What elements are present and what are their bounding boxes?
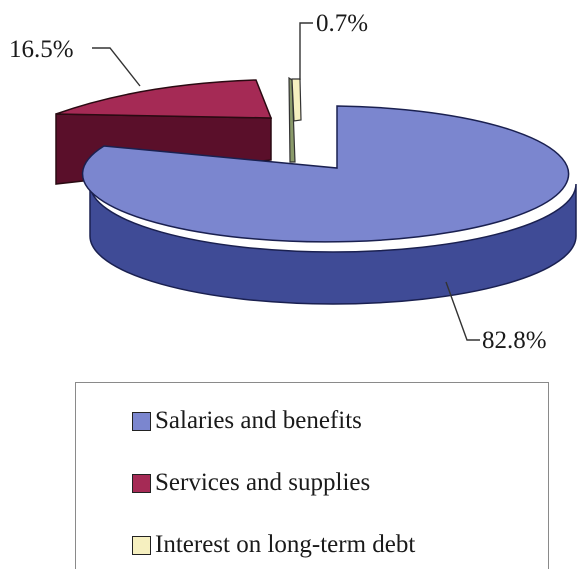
pie-slice-salaries-and-benefits <box>81 105 577 305</box>
data-label-services: 16.5% <box>9 36 74 63</box>
leader-line-interest <box>299 22 313 80</box>
leader-line-salaries <box>445 281 480 341</box>
slice-salaries-top <box>81 105 570 243</box>
pie-chart: 16.5% 0.7% 82.8% <box>9 10 577 354</box>
legend-swatch-interest <box>132 535 151 555</box>
legend-item-services: Services and supplies <box>132 469 370 497</box>
legend-label-salaries: Salaries and benefits <box>155 407 362 434</box>
slice-interest-top <box>291 78 302 122</box>
leader-line-services <box>92 47 141 87</box>
pie-slice-interest-on-long-term-debt <box>288 76 302 163</box>
chart-legend: Salaries and benefits Services and suppl… <box>75 382 549 569</box>
legend-label-services: Services and supplies <box>155 469 371 496</box>
legend-swatch-services <box>132 473 151 493</box>
data-label-interest: 0.7% <box>316 10 368 37</box>
legend-swatch-salaries <box>132 411 151 431</box>
slice-services-top <box>55 79 273 119</box>
legend-label-interest: Interest on long-term debt <box>155 531 416 558</box>
slice-salaries-side <box>89 183 577 305</box>
slice-interest-side <box>288 76 296 163</box>
legend-item-salaries: Salaries and benefits <box>132 407 362 435</box>
legend-item-interest: Interest on long-term debt <box>132 531 415 559</box>
data-label-salaries: 82.8% <box>482 327 547 354</box>
